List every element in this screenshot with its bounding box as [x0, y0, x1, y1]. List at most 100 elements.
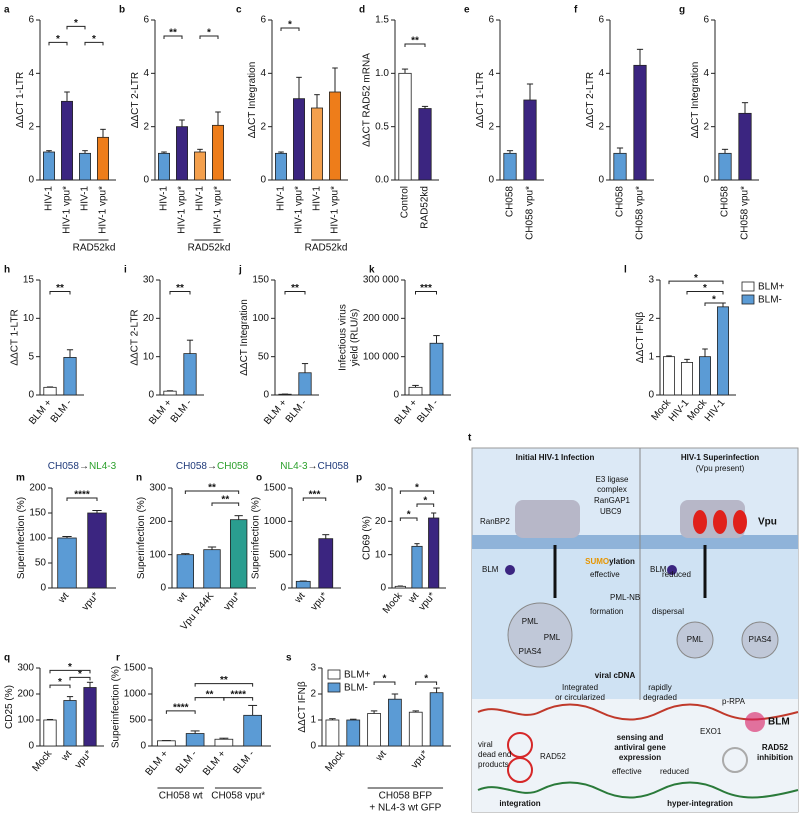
x-tick-label: CH058 vpu*: [635, 186, 646, 240]
bar: [428, 517, 440, 589]
title-part: →: [79, 461, 89, 472]
significance-label: ****: [230, 689, 246, 700]
diagram-text: integration: [499, 799, 540, 808]
y-tick-label: 1000: [264, 516, 287, 527]
y-tick-label: 0: [598, 175, 604, 186]
blm-dot: [667, 565, 677, 575]
y-tick-label: 6: [143, 15, 149, 26]
y-tick-label: 4: [703, 68, 709, 79]
x-tick-label: wt: [292, 590, 308, 606]
y-tick-label: 0: [140, 741, 146, 752]
npc-left: [515, 500, 580, 538]
bar: [346, 719, 361, 747]
group-label: CH058 wt: [159, 791, 203, 802]
group-label: RAD52kd: [73, 243, 116, 254]
bar: [298, 372, 312, 396]
diagram-text: BLM: [768, 717, 790, 728]
x-tick-label: HIV-1 vpu*: [330, 186, 341, 234]
y-tick-label: 100: [29, 533, 46, 544]
significance-label: **: [411, 36, 419, 47]
significance-bracket: [199, 35, 219, 39]
x-tick-label: vpu*: [417, 590, 438, 612]
y-axis-label: ΔΔCT 1-LTR: [15, 72, 26, 128]
bar: [97, 136, 109, 181]
y-tick-label: 20: [375, 516, 387, 527]
bar: [275, 152, 287, 181]
significance-label: *: [68, 662, 72, 673]
y-tick-label: 4: [598, 68, 604, 79]
x-tick-label: BLM -: [231, 749, 257, 777]
panel-letter: d: [359, 5, 365, 16]
y-tick-label: 200: [17, 689, 34, 700]
bar: [613, 152, 627, 181]
diagram-text: PML: [544, 633, 561, 642]
y-tick-label: 150: [252, 275, 269, 286]
y-axis-label: CD69 (%): [362, 516, 373, 560]
diagram-text: effective: [590, 570, 620, 579]
y-tick-label: 100: [17, 715, 34, 726]
significance-label: *: [383, 674, 387, 685]
bar: [408, 386, 423, 396]
significance-bracket: [211, 502, 240, 506]
bar: [503, 152, 517, 181]
bar: [43, 386, 57, 396]
significance-bracket: [280, 27, 300, 31]
x-tick-label: wt: [174, 590, 190, 606]
panel-letter: t: [468, 433, 472, 444]
y-tick-label: 2: [488, 121, 494, 132]
significance-label: *: [92, 34, 96, 45]
x-tick-label: wt: [59, 748, 75, 764]
diagram-text: BLM: [650, 565, 667, 574]
panel-letter: k: [369, 265, 375, 276]
group-label: CH058 BFP: [379, 791, 433, 802]
significance-label: ***: [309, 490, 321, 501]
y-tick-label: 1000: [124, 689, 147, 700]
significance-bracket: [686, 291, 724, 295]
bar: [367, 713, 381, 747]
diagram-text: dead end: [478, 750, 511, 759]
pml-dispersed: [676, 621, 714, 659]
significance-bracket: [416, 503, 435, 507]
diagram-text: Initial HIV-1 Infection: [516, 453, 595, 462]
y-tick-label: 300: [149, 483, 166, 494]
bar: [388, 698, 402, 747]
x-tick-label: BLM +: [393, 397, 420, 427]
significance-bracket: [66, 497, 98, 501]
diagram-text: RAD52: [540, 752, 566, 761]
y-tick-label: 0: [393, 390, 399, 401]
significance-bracket: [223, 697, 254, 701]
x-tick-label: BLM -: [284, 398, 310, 426]
significance-label: *: [423, 496, 427, 507]
bar: [523, 99, 537, 181]
x-tick-label: RAD52kd: [420, 186, 431, 229]
diagram-text: complex: [597, 485, 627, 494]
title-part: →: [207, 461, 217, 472]
circle-dna: [722, 747, 748, 773]
diagram-text: SUMOylation: [585, 557, 635, 566]
y-tick-label: 200 000: [363, 313, 400, 324]
bar: [63, 357, 77, 396]
y-tick-label: 50: [258, 351, 270, 362]
x-tick-label: HIV-1: [312, 186, 323, 211]
vpu-shape: [693, 510, 707, 534]
diagram-text: PIAS4: [519, 647, 542, 656]
legend-label: BLM-: [758, 295, 782, 306]
y-axis-label: ΔΔCT Integration: [690, 62, 701, 139]
y-tick-label: 4: [28, 68, 34, 79]
panel-letter: o: [256, 473, 262, 484]
bar: [157, 740, 176, 747]
significance-label: ****: [74, 490, 90, 501]
y-tick-label: 300: [17, 663, 34, 674]
y-tick-label: 50: [35, 558, 47, 569]
x-tick-label: Mock: [381, 590, 405, 616]
x-tick-label: BLM +: [147, 397, 174, 427]
bar: [408, 711, 423, 747]
diagram-text: Integrated: [562, 683, 598, 692]
x-tick-label: BLM +: [27, 397, 54, 427]
y-tick-label: 0: [648, 390, 654, 401]
significance-label: ***: [420, 283, 432, 294]
panel-letter: p: [356, 473, 362, 484]
significance-label: ****: [173, 703, 189, 714]
diagram-text: dispersal: [652, 607, 684, 616]
